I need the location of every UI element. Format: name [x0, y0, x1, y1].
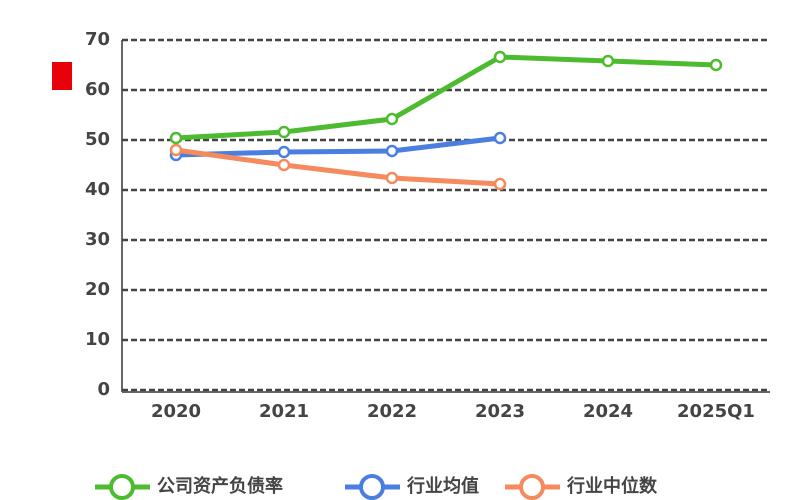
data-point — [385, 144, 399, 158]
legend-marker — [359, 474, 385, 500]
y-tick-label: 70 — [85, 29, 110, 50]
x-tick-label: 2023 — [475, 401, 525, 422]
unit-marker — [52, 62, 72, 90]
legend-marker — [519, 474, 545, 500]
series-line — [175, 147, 501, 187]
data-point — [493, 131, 507, 145]
x-tick-label: 2025Q1 — [677, 401, 755, 422]
legend-label: 公司资产负债率 — [157, 475, 283, 497]
data-point — [709, 58, 723, 72]
data-point — [385, 171, 399, 185]
x-tick-label: 2020 — [151, 401, 201, 422]
y-tick-label: 10 — [85, 329, 110, 350]
x-tick-label: 2021 — [259, 401, 309, 422]
y-tick-label: 30 — [85, 229, 110, 250]
x-tick-label: 2022 — [367, 401, 417, 422]
series-line — [175, 54, 717, 141]
data-point — [601, 54, 615, 68]
y-tick-label: 60 — [85, 79, 110, 100]
data-point — [277, 145, 291, 159]
data-point — [169, 131, 183, 145]
y-tick-label: 20 — [85, 279, 110, 300]
data-point — [493, 50, 507, 64]
legend-marker — [109, 474, 135, 500]
x-tick-label: 2024 — [583, 401, 633, 422]
data-point — [493, 177, 507, 191]
y-tick-label: 40 — [85, 179, 110, 200]
legend-label: 行业中位数 — [566, 475, 658, 497]
series-line — [175, 135, 501, 158]
y-tick-label: 50 — [85, 129, 110, 150]
data-point — [385, 112, 399, 126]
legend-label: 行业均值 — [406, 475, 479, 497]
y-tick-label: 0 — [97, 379, 110, 400]
data-point — [277, 158, 291, 172]
data-point — [169, 143, 183, 157]
data-point — [277, 125, 291, 139]
